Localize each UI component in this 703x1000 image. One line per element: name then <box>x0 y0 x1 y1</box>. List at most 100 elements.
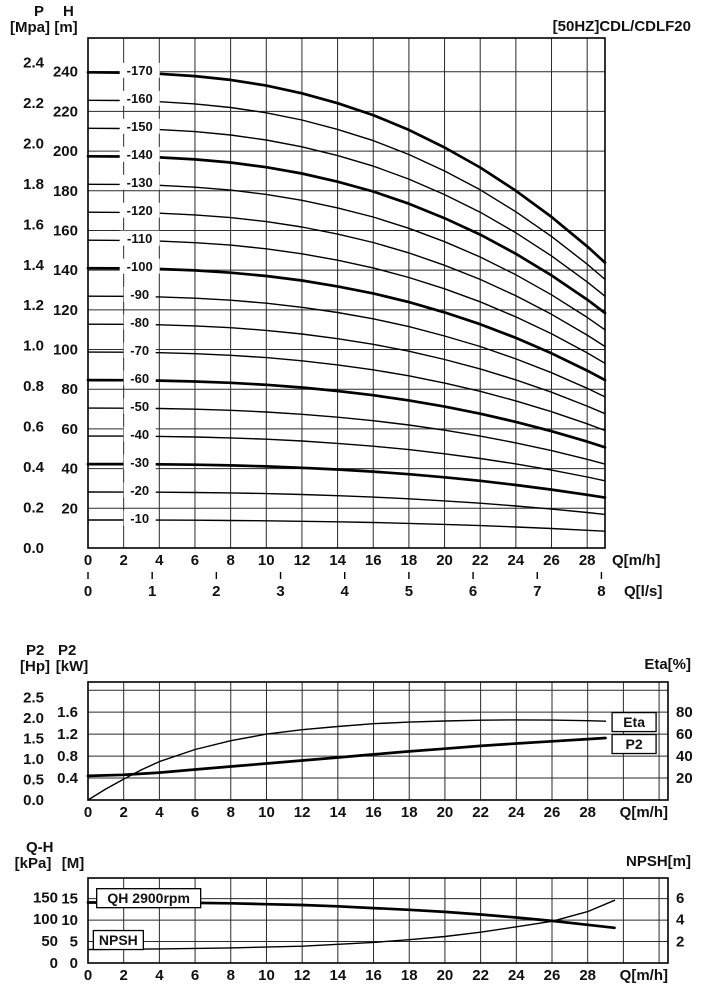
pressure-axis-title: P <box>34 3 45 20</box>
svg-text:0.5: 0.5 <box>23 772 44 789</box>
svg-text:20: 20 <box>61 500 78 517</box>
svg-text:-160: -160 <box>127 91 153 106</box>
svg-text:-100: -100 <box>127 259 153 274</box>
svg-text:-80: -80 <box>130 315 149 330</box>
svg-text:-150: -150 <box>127 119 153 134</box>
svg-text:0.8: 0.8 <box>23 378 44 395</box>
svg-text:20: 20 <box>436 552 453 569</box>
svg-text:0: 0 <box>70 955 78 972</box>
svg-text:2.0: 2.0 <box>23 135 44 152</box>
svg-text:4: 4 <box>676 912 685 929</box>
svg-text:2: 2 <box>119 552 127 569</box>
svg-text:40: 40 <box>676 748 693 765</box>
svg-text:Q[m/h]: Q[m/h] <box>620 967 668 984</box>
svg-text:2.2: 2.2 <box>23 95 44 112</box>
svg-text:100: 100 <box>33 911 58 928</box>
svg-text:1.6: 1.6 <box>57 704 78 721</box>
svg-text:10: 10 <box>258 967 275 984</box>
qh-kpa-axis-unit: [kPa] <box>14 855 52 872</box>
svg-text:16: 16 <box>365 552 382 569</box>
svg-text:3: 3 <box>276 583 284 600</box>
svg-text:1.6: 1.6 <box>23 216 44 233</box>
power-kw-axis-title: P2 <box>58 642 77 659</box>
svg-text:1.8: 1.8 <box>23 176 44 193</box>
svg-text:24: 24 <box>508 552 525 569</box>
svg-text:80: 80 <box>676 704 693 721</box>
svg-text:14: 14 <box>329 552 346 569</box>
power-hp-axis-unit: [Hp] <box>20 658 50 675</box>
svg-text:-30: -30 <box>130 455 149 470</box>
svg-text:-90: -90 <box>130 287 149 302</box>
svg-text:8: 8 <box>226 552 234 569</box>
svg-text:8: 8 <box>597 583 605 600</box>
svg-text:0.0: 0.0 <box>23 792 44 809</box>
svg-text:-10: -10 <box>130 511 149 526</box>
svg-text:6: 6 <box>191 804 199 821</box>
svg-text:0.6: 0.6 <box>23 419 44 436</box>
svg-text:220: 220 <box>53 103 78 120</box>
svg-text:1: 1 <box>148 583 156 600</box>
svg-text:4: 4 <box>155 804 164 821</box>
head-axis-title: H <box>63 3 74 20</box>
svg-text:26: 26 <box>544 967 561 984</box>
qh-m-axis-unit: [M] <box>61 855 85 872</box>
svg-text:24: 24 <box>508 804 525 821</box>
head-axis-unit: [m] <box>54 19 78 36</box>
npsh-axis-title: NPSH[m] <box>625 853 691 870</box>
svg-text:100: 100 <box>53 342 78 359</box>
svg-text:-140: -140 <box>127 147 153 162</box>
qh-main-curves-chart: -170-160-150-140-130-120-110-100-90-80-7… <box>23 37 662 600</box>
svg-text:28: 28 <box>579 967 596 984</box>
svg-text:0.4: 0.4 <box>57 770 79 787</box>
svg-text:6: 6 <box>191 967 199 984</box>
svg-text:0: 0 <box>84 583 92 600</box>
svg-text:12: 12 <box>294 967 311 984</box>
svg-text:240: 240 <box>53 64 78 81</box>
svg-text:28: 28 <box>579 804 596 821</box>
svg-text:80: 80 <box>61 381 78 398</box>
svg-text:4: 4 <box>341 583 350 600</box>
svg-text:1.0: 1.0 <box>23 338 44 355</box>
svg-text:Eta: Eta <box>623 714 645 730</box>
svg-text:50: 50 <box>41 933 58 950</box>
svg-text:-20: -20 <box>130 483 149 498</box>
svg-text:22: 22 <box>472 804 489 821</box>
svg-text:Q[m/h]: Q[m/h] <box>612 552 660 569</box>
svg-text:0: 0 <box>50 955 58 972</box>
svg-text:-110: -110 <box>127 231 152 246</box>
efficiency-axis-title: Eta[%] <box>644 656 691 673</box>
svg-text:-130: -130 <box>127 175 153 190</box>
svg-text:-120: -120 <box>127 203 153 218</box>
svg-text:60: 60 <box>61 421 78 438</box>
svg-text:14: 14 <box>330 804 347 821</box>
svg-text:14: 14 <box>330 967 347 984</box>
svg-text:150: 150 <box>33 889 58 906</box>
svg-text:120: 120 <box>53 302 78 319</box>
svg-text:QH 2900rpm: QH 2900rpm <box>107 890 189 906</box>
svg-text:10: 10 <box>258 552 275 569</box>
svg-text:160: 160 <box>53 222 78 239</box>
svg-text:140: 140 <box>53 262 78 279</box>
chart-title: [50HZ]CDL/CDLF20 <box>552 18 691 35</box>
pressure-axis-unit: [Mpa] <box>10 19 50 36</box>
svg-text:5: 5 <box>405 583 413 600</box>
svg-text:18: 18 <box>401 552 418 569</box>
svg-text:1.4: 1.4 <box>23 257 45 274</box>
svg-text:0.8: 0.8 <box>57 748 78 765</box>
svg-text:2.0: 2.0 <box>23 710 44 727</box>
svg-text:26: 26 <box>544 804 561 821</box>
svg-text:4: 4 <box>155 552 164 569</box>
svg-text:1.2: 1.2 <box>57 726 78 743</box>
svg-text:0: 0 <box>84 804 92 821</box>
svg-text:18: 18 <box>401 967 418 984</box>
svg-text:26: 26 <box>543 552 560 569</box>
svg-text:40: 40 <box>61 461 78 478</box>
svg-text:28: 28 <box>579 552 596 569</box>
svg-text:2.4: 2.4 <box>23 54 45 71</box>
svg-text:P2: P2 <box>626 736 643 752</box>
svg-text:Q[l/s]: Q[l/s] <box>624 583 662 600</box>
svg-text:0.2: 0.2 <box>23 500 44 517</box>
svg-text:4: 4 <box>155 967 164 984</box>
svg-text:22: 22 <box>472 552 489 569</box>
